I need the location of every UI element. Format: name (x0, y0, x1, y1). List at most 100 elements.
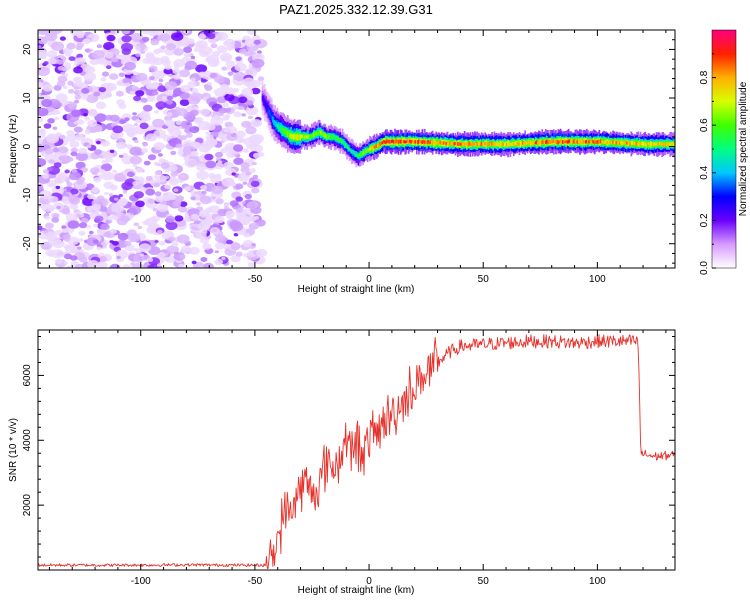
ridge-cell (572, 140, 574, 144)
noise-speckle (82, 38, 91, 45)
ridge-cell (358, 153, 361, 157)
noise-speckle (224, 206, 229, 210)
noise-speckle (221, 55, 230, 62)
colorbar-tick-label: 0.4 (699, 165, 710, 179)
ridge-cell (284, 129, 287, 135)
noise-speckle (48, 30, 62, 35)
ridge-cell (262, 97, 265, 103)
noise-speckle (190, 213, 199, 220)
colorbar-tick-label: 0.6 (699, 118, 710, 132)
ridge-cell (472, 142, 475, 147)
spectrogram-xlabel: Height of straight line (km) (298, 284, 415, 295)
noise-speckle (248, 222, 259, 230)
noise-speckle (41, 99, 53, 107)
ridge-cell (466, 142, 468, 146)
noise-speckle (66, 265, 72, 268)
ridge-cell (487, 143, 490, 146)
noise-speckle (137, 225, 143, 230)
noise-speckle (179, 99, 190, 106)
noise-speckle (245, 106, 259, 116)
noise-speckle (230, 222, 244, 232)
ridge-cell (470, 143, 473, 146)
noise-speckle (132, 175, 139, 181)
ridge-cell (452, 141, 455, 146)
snr-line (38, 334, 675, 569)
ridge-cell (302, 134, 305, 139)
ridge-cell (490, 142, 492, 146)
ridge-cell (307, 134, 310, 139)
noise-speckle (186, 38, 195, 45)
noise-speckle (76, 32, 85, 39)
spectrogram-ytick-label: -20 (22, 236, 33, 251)
ridge-cell (276, 123, 279, 129)
noise-speckle (200, 185, 208, 191)
noise-speckle (157, 229, 163, 234)
noise-speckle (58, 146, 69, 154)
ridge-cell (336, 136, 338, 141)
ridge-cell (351, 149, 354, 154)
ridge-cell (442, 141, 444, 145)
ridge-cell (291, 133, 294, 139)
ridge-cell (630, 140, 633, 145)
noise-speckle (96, 246, 102, 251)
noise-speckle (119, 119, 126, 125)
noise-speckle (93, 177, 102, 183)
noise-speckle (61, 175, 68, 180)
ridge-cell (353, 151, 355, 155)
ridge-cell (379, 141, 381, 146)
noise-speckle (212, 228, 218, 232)
ridge-cell (525, 141, 528, 145)
ridge-cell (530, 141, 532, 145)
ridge-cell (541, 140, 544, 144)
ridge-cell (538, 141, 540, 145)
ridge-cell (633, 142, 636, 145)
ridge-cell (562, 140, 564, 144)
noise-speckle (251, 87, 261, 95)
ridge-cell (414, 140, 417, 144)
ridge-cell (617, 140, 620, 145)
noise-speckle (179, 93, 189, 100)
ridge-cell (324, 133, 327, 138)
ridge-cell (625, 141, 628, 145)
noise-speckle (165, 43, 176, 51)
noise-speckle (101, 159, 108, 165)
noise-speckle (173, 48, 184, 56)
noise-speckle (138, 243, 152, 253)
noise-speckle (153, 182, 161, 188)
noise-speckle (116, 80, 124, 86)
ridge-cell (338, 137, 340, 142)
ridge-cell (369, 147, 371, 151)
ridge-cell (668, 142, 670, 146)
noise-speckle (164, 184, 172, 190)
ridge-cell (554, 140, 556, 143)
ridge-cell (560, 140, 563, 143)
noise-speckle (53, 162, 62, 168)
ridge-cell (499, 142, 501, 146)
noise-speckle (184, 60, 198, 70)
noise-speckle (170, 171, 179, 177)
ridge-cell (507, 141, 509, 146)
noise-speckle (94, 215, 104, 222)
noise-speckle (112, 169, 118, 174)
noise-speckle (124, 82, 131, 87)
noise-speckle (200, 78, 207, 83)
ridge-cell (409, 139, 411, 143)
ridge-cell (383, 140, 386, 144)
ridge-cell (477, 142, 480, 146)
noise-speckle (165, 221, 178, 231)
noise-speckle (226, 239, 233, 245)
noise-speckle (173, 64, 180, 69)
noise-speckle (221, 177, 235, 187)
ridge-cell (435, 141, 437, 145)
noise-speckle (199, 195, 212, 205)
noise-speckle (74, 94, 82, 100)
noise-speckle (183, 46, 193, 53)
ridge-cell (420, 140, 423, 144)
ridge-cell (640, 142, 643, 146)
noise-speckle (195, 64, 208, 73)
ridge-cell (421, 140, 424, 144)
noise-speckle (78, 222, 88, 229)
noise-speckle (247, 30, 257, 35)
